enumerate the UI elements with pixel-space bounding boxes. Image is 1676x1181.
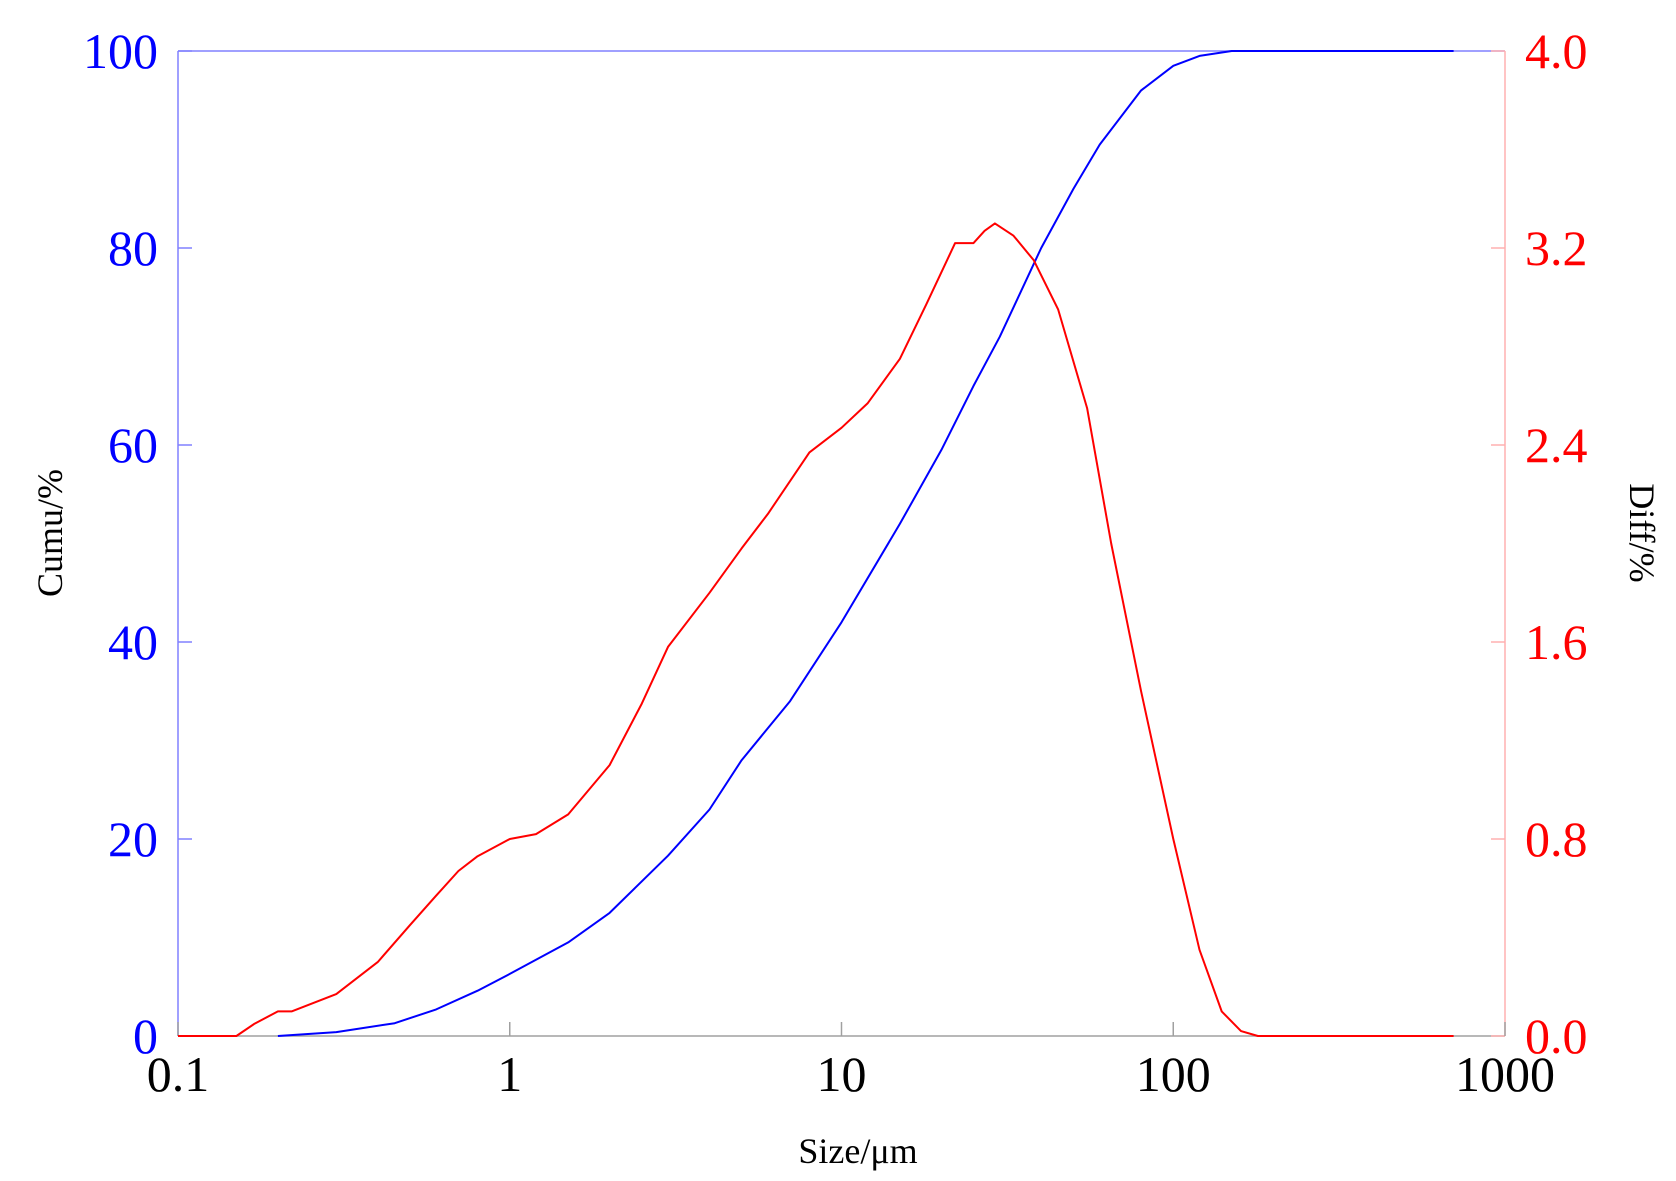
right-tick-label: 4.0 [1525, 23, 1588, 79]
x-tick-label: 100 [1136, 1046, 1211, 1102]
right-tick-label: 3.2 [1525, 220, 1588, 276]
right-tick-label: 0.0 [1525, 1008, 1588, 1064]
x-axis-ticks: 0.1 1 10 100 1000 [147, 1022, 1555, 1102]
left-tick-label: 60 [108, 417, 158, 473]
right-tick-label: 2.4 [1525, 417, 1588, 473]
x-tick-label: 1000 [1455, 1046, 1555, 1102]
x-tick-label: 0.1 [147, 1046, 210, 1102]
x-tick-label: 1 [497, 1046, 522, 1102]
right-tick-label: 1.6 [1525, 614, 1588, 670]
x-tick-label: 10 [817, 1046, 867, 1102]
series-layer [178, 50, 1454, 1037]
left-tick-label: 0 [133, 1008, 158, 1064]
x-axis-title: Size/μm [798, 1131, 917, 1171]
left-tick-label: 80 [108, 220, 158, 276]
left-tick-label: 100 [83, 23, 158, 79]
right-axis-ticks: 0.0 0.8 1.6 2.4 3.2 4.0 [1491, 23, 1588, 1064]
diff-series-line [178, 222, 1454, 1037]
left-tick-label: 40 [108, 614, 158, 670]
cumu-series-line [277, 50, 1454, 1037]
right-tick-label: 0.8 [1525, 811, 1588, 867]
right-axis-title: Diff/% [1622, 483, 1662, 582]
left-axis-title: Cumu/% [30, 469, 70, 597]
left-axis-ticks: 0 20 40 60 80 100 [83, 23, 192, 1064]
plot-frame [177, 50, 1506, 1037]
left-tick-label: 20 [108, 811, 158, 867]
